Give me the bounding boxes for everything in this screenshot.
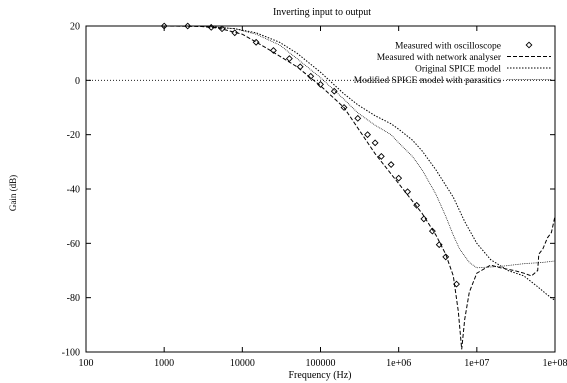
legend-label: Original SPICE model: [415, 65, 501, 75]
data-point-diamond: [372, 140, 378, 146]
y-tick-label: -60: [67, 239, 80, 250]
x-tick-label: 1e+07: [464, 358, 489, 369]
data-point-diamond: [287, 56, 293, 62]
x-tick-label: 10000: [230, 358, 255, 369]
legend-swatch-diamond: [526, 42, 532, 48]
data-point-diamond: [365, 132, 371, 138]
y-tick-label: -40: [67, 185, 80, 196]
x-tick-label: 1e+06: [386, 358, 411, 369]
legend-label: Measured with network analyser: [377, 53, 502, 63]
y-tick-label: 20: [70, 22, 80, 33]
x-tick-label: 100: [79, 358, 94, 369]
x-axis-label: Frequency (Hz): [288, 370, 351, 381]
y-tick-label: -100: [62, 348, 80, 359]
x-tick-label: 1e+08: [542, 358, 567, 369]
data-point-diamond: [355, 116, 361, 122]
plot-frame: [86, 26, 555, 352]
chart-title: Inverting input to output: [273, 7, 371, 18]
y-tick-label: -80: [67, 293, 80, 304]
data-point-diamond: [396, 175, 402, 181]
y-axis-label: Gain (dB): [8, 175, 18, 211]
data-point-diamond: [331, 88, 337, 94]
y-tick-label: -20: [67, 130, 80, 141]
data-point-diamond: [297, 64, 303, 70]
x-tick-label: 1000: [154, 358, 174, 369]
legend-label: Measured with oscilloscope: [395, 42, 501, 52]
legend-label: Modified SPICE model with parasitics: [354, 75, 502, 86]
data-point-diamond: [388, 162, 394, 168]
data-point-diamond: [253, 40, 259, 46]
y-tick-label: 0: [75, 76, 80, 87]
x-tick-label: 100000: [306, 358, 336, 369]
